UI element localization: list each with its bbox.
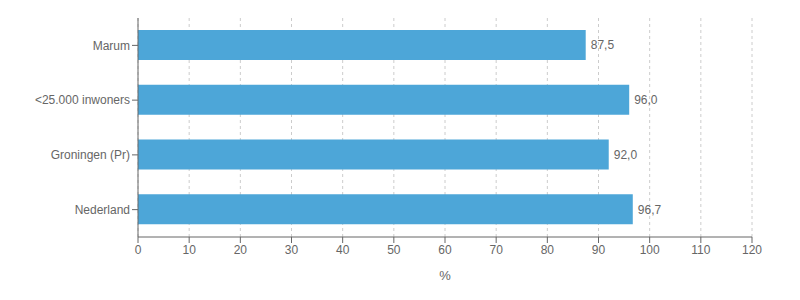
svg-text:30: 30	[285, 243, 299, 257]
svg-text:Marum: Marum	[93, 39, 130, 53]
svg-text:40: 40	[336, 243, 350, 257]
svg-text:20: 20	[234, 243, 248, 257]
svg-text:<25.000 inwoners: <25.000 inwoners	[35, 93, 130, 107]
svg-text:92,0: 92,0	[614, 148, 638, 162]
svg-text:50: 50	[387, 243, 401, 257]
svg-text:96,0: 96,0	[634, 93, 658, 107]
svg-text:60: 60	[438, 243, 452, 257]
svg-text:87,5: 87,5	[591, 38, 615, 52]
svg-text:Groningen (Pr): Groningen (Pr)	[51, 148, 130, 162]
svg-text:70: 70	[489, 243, 503, 257]
svg-text:Nederland: Nederland	[75, 203, 130, 217]
svg-text:%: %	[439, 268, 451, 283]
svg-text:100: 100	[640, 243, 660, 257]
svg-text:110: 110	[691, 243, 710, 257]
svg-text:0: 0	[135, 243, 142, 257]
svg-text:90: 90	[592, 243, 606, 257]
svg-text:10: 10	[182, 243, 196, 257]
svg-text:96,7: 96,7	[638, 203, 662, 217]
svg-text:80: 80	[541, 243, 555, 257]
svg-text:120: 120	[742, 243, 762, 257]
